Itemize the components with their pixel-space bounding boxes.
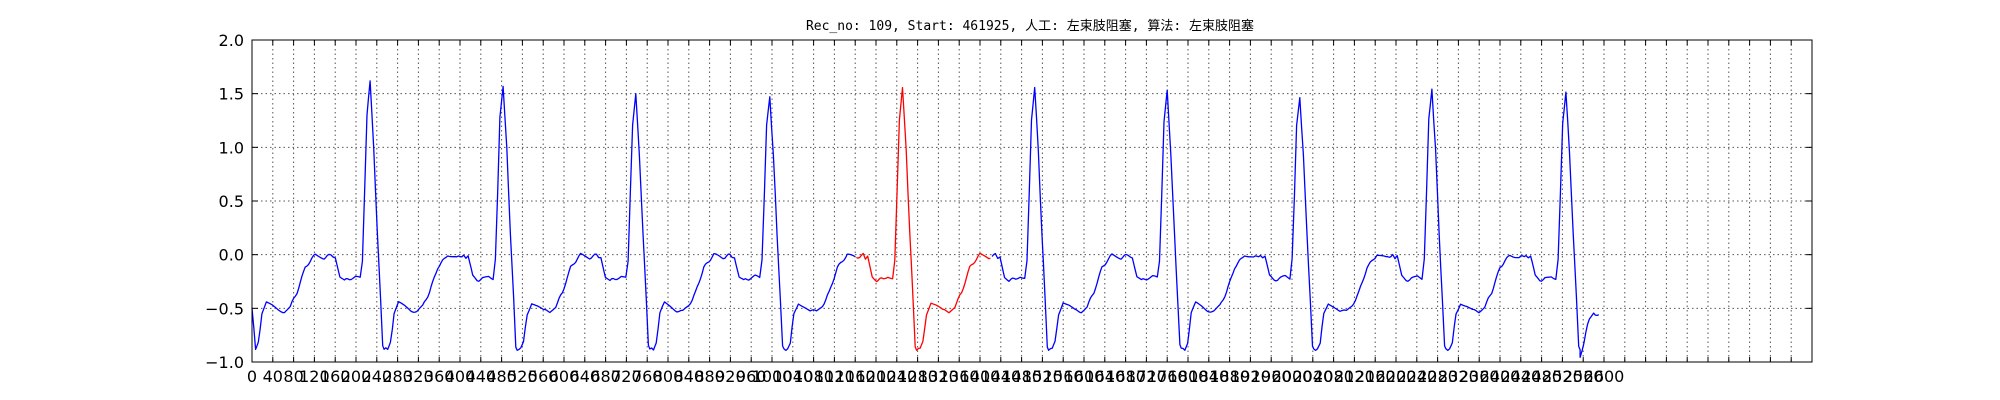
x-tick-label: 2240 (1396, 367, 1437, 386)
x-tick-label: 1640 (1084, 367, 1125, 386)
x-tick-label: 40 (263, 367, 283, 386)
x-tick-label: 80 (283, 367, 303, 386)
x-tick-label: 400 (445, 367, 476, 386)
x-tick-label: 920 (715, 367, 746, 386)
x-tick-label: 720 (611, 367, 642, 386)
x-tick-label: 2160 (1355, 367, 1396, 386)
x-tick-label: 600 (549, 367, 580, 386)
x-tick-label: 1000 (752, 367, 793, 386)
x-tick-label: 1680 (1105, 367, 1146, 386)
x-tick-label: 1600 (1064, 367, 1105, 386)
y-tick-label: −1.0 (205, 353, 244, 372)
x-tick-label: 1360 (939, 367, 980, 386)
x-tick-label: 1040 (772, 367, 813, 386)
x-tick-label: 1120 (814, 367, 855, 386)
x-tick-label: 2440 (1500, 367, 1541, 386)
y-tick-label: −0.5 (205, 299, 244, 318)
x-tick-label: 280 (382, 367, 413, 386)
x-tick-label: 1920 (1230, 367, 1271, 386)
y-tick-label: 1.0 (219, 138, 244, 157)
x-tick-label: 1280 (897, 367, 938, 386)
x-tick-label: 2120 (1334, 367, 1375, 386)
x-tick-label: 1200 (856, 367, 897, 386)
x-tick-label: 840 (674, 367, 705, 386)
y-tick-label: 1.5 (219, 85, 244, 104)
x-tick-label: 520 (507, 367, 538, 386)
x-tick-label: 1160 (835, 367, 876, 386)
x-tick-label: 2040 (1292, 367, 1333, 386)
x-tick-label: 120 (299, 367, 330, 386)
x-tick-label: 800 (653, 367, 684, 386)
x-tick-label: 1720 (1126, 367, 1167, 386)
x-tick-label: 1560 (1043, 367, 1084, 386)
x-tick-label: 360 (424, 367, 455, 386)
y-tick-label: 0.0 (219, 246, 244, 265)
x-tick-label: 640 (570, 367, 601, 386)
x-tick-label: 2480 (1521, 367, 1562, 386)
y-tick-label: 2.0 (219, 31, 244, 50)
grid-lines (251, 39, 1813, 363)
x-tick-label: 2080 (1313, 367, 1354, 386)
x-tick-label: 560 (528, 367, 559, 386)
x-tick-label: 960 (736, 367, 767, 386)
x-tick-label: 1400 (960, 367, 1001, 386)
y-axis: −1.0 −0.5 0.0 0.5 1.0 1.5 2.0 (205, 31, 1812, 372)
x-tick-label: 2280 (1417, 367, 1458, 386)
x-tick-label: 760 (632, 367, 663, 386)
x-tick-label: 1480 (1001, 367, 1042, 386)
x-tick-label: 2600 (1584, 367, 1625, 386)
x-tick-label: 2200 (1376, 367, 1417, 386)
x-tick-label: 480 (486, 367, 517, 386)
ecg-signal (251, 80, 1600, 358)
x-tick-label: 2560 (1563, 367, 1604, 386)
ecg-line-before (251, 80, 856, 352)
x-tick-label: 2000 (1272, 367, 1313, 386)
chart-title: Rec_no: 109, Start: 461925, 人工: 左束肢阻塞, 算… (806, 18, 1254, 34)
x-tick-label: 1080 (793, 367, 834, 386)
x-tick-label: 240 (362, 367, 393, 386)
x-tick-label: 1840 (1188, 367, 1229, 386)
ecg-line-highlight (856, 87, 991, 351)
x-tick-label: 880 (694, 367, 725, 386)
ecg-line-after (991, 86, 1600, 358)
x-tick-label: 200 (341, 367, 372, 386)
x-tick-label: 440 (466, 367, 497, 386)
x-tick-label: 2520 (1542, 367, 1583, 386)
x-tick-label: 1760 (1147, 367, 1188, 386)
x-tick-label: 680 (590, 367, 621, 386)
x-tick-label: 1440 (980, 367, 1021, 386)
x-tick-label: 1240 (876, 367, 917, 386)
y-tick-label: 0.5 (219, 192, 244, 211)
x-tick-label: 2360 (1459, 367, 1500, 386)
x-tick-label: 1880 (1209, 367, 1250, 386)
x-tick-label: 2320 (1438, 367, 1479, 386)
x-tick-label: 2400 (1480, 367, 1521, 386)
x-axis: 0 40 8012016020024028032036040044048052056… (247, 40, 1813, 386)
x-tick-label: 1320 (918, 367, 959, 386)
x-tick-label: 0 (247, 367, 257, 386)
x-tick-label: 1800 (1168, 367, 1209, 386)
x-tick-label: 320 (403, 367, 434, 386)
x-tick-label: 1520 (1022, 367, 1063, 386)
x-tick-label: 160 (320, 367, 351, 386)
x-tick-label: 1960 (1251, 367, 1292, 386)
